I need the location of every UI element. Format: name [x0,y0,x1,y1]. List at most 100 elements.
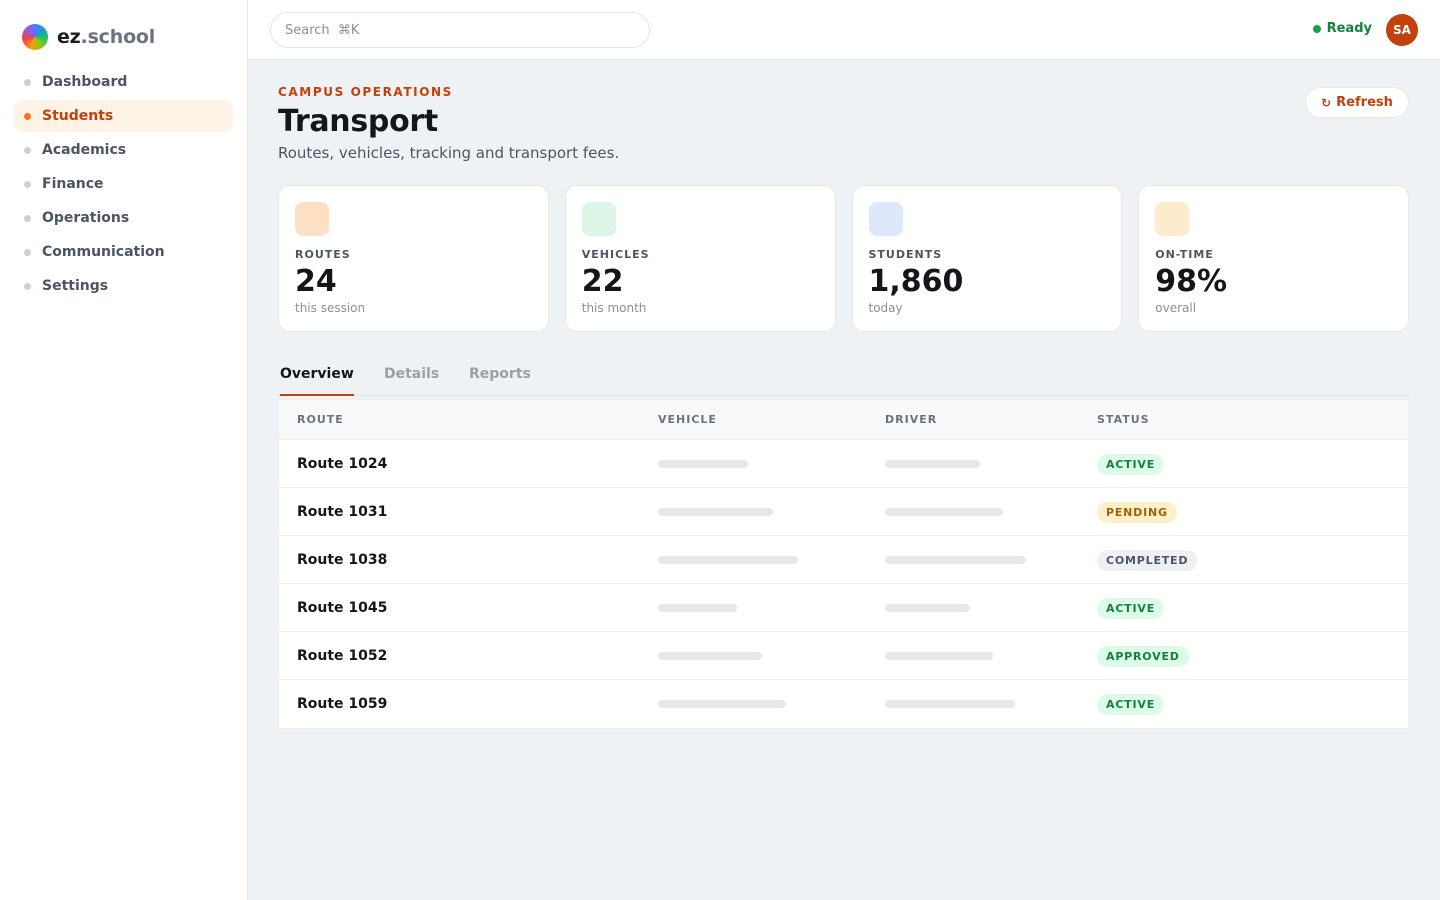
search-input[interactable] [270,12,650,48]
stat-label: ON-TIME [1155,248,1214,261]
status-badge: PENDING [1097,502,1177,523]
sidebar-item-label: Communication [42,244,165,260]
tab-bar: Overview Details Reports [278,362,1409,396]
driver-placeholder [885,604,970,612]
column-header-driver[interactable]: DRIVER [885,413,938,426]
route-name: Route 1038 [297,552,388,568]
topbar: Ready SA [248,0,1440,60]
column-header-vehicle[interactable]: VEHICLE [658,413,717,426]
vehicle-placeholder [658,460,748,468]
route-name: Route 1059 [297,696,388,712]
sidebar-item-finance[interactable]: Finance [14,168,233,200]
driver-placeholder [885,508,1003,516]
bullet-icon [24,282,31,290]
bullet-icon [24,146,31,154]
sidebar-item-communication[interactable]: Communication [14,236,233,268]
routes-icon [295,202,329,236]
driver-placeholder [885,700,1015,708]
on-time-icon [1155,202,1190,236]
stat-sub: this month [581,301,647,315]
page-title: Transport [278,104,438,139]
table-row[interactable]: Route 1024 ACTIVE [279,440,1408,488]
route-name: Route 1052 [297,648,388,664]
stat-label: VEHICLES [581,248,650,261]
status-dot-icon [1312,24,1321,33]
brand-name: ez.school [57,26,155,48]
vehicle-placeholder [658,652,762,660]
sidebar-nav: Dashboard Students Academics Finance Ope… [14,66,233,304]
stat-card-routes: ROUTES 24 this session [278,185,549,332]
stat-sub: this session [295,301,366,315]
bullet-icon [24,214,31,222]
sidebar-item-settings[interactable]: Settings [14,270,233,302]
vehicle-placeholder [658,604,737,612]
brand-name-main: ez [57,26,81,48]
stat-sub: today [868,301,903,315]
bullet-icon [24,112,31,120]
stat-label: STUDENTS [868,248,943,261]
status-badge: ACTIVE [1097,454,1165,475]
page-eyebrow: CAMPUS OPERATIONS [278,85,453,99]
tab-reports[interactable]: Reports [469,366,531,382]
sidebar-item-label: Students [42,108,114,124]
table-row[interactable]: Route 1045 ACTIVE [279,584,1408,632]
table-row[interactable]: Route 1059 ACTIVE [279,680,1408,728]
vehicle-placeholder [658,556,798,564]
refresh-button[interactable]: ↻ Refresh [1305,87,1409,118]
brand[interactable]: ez.school [22,24,155,50]
column-header-route[interactable]: ROUTE [297,413,344,426]
sidebar-item-label: Settings [42,278,109,294]
refresh-icon: ↻ [1321,95,1332,110]
bullet-icon [24,180,31,188]
sidebar-item-students[interactable]: Students [14,100,233,132]
column-header-status[interactable]: STATUS [1097,413,1150,426]
sidebar-item-academics[interactable]: Academics [14,134,233,166]
page-subtitle: Routes, vehicles, tracking and transport… [278,144,620,162]
refresh-label: Refresh [1336,95,1393,110]
sidebar-item-label: Finance [42,176,104,192]
sidebar-item-label: Academics [42,142,127,158]
status-text: Ready [1326,21,1372,36]
stat-value: 22 [581,264,624,299]
route-name: Route 1024 [297,456,388,472]
table-row[interactable]: Route 1052 APPROVED [279,632,1408,680]
status-badge: ACTIVE [1097,598,1165,619]
stat-sub: overall [1155,301,1197,315]
status-badge: COMPLETED [1097,550,1198,571]
sidebar-item-dashboard[interactable]: Dashboard [14,66,233,98]
students-icon [868,202,903,236]
route-name: Route 1045 [297,600,388,616]
vehicle-placeholder [658,508,773,516]
avatar[interactable]: SA [1386,14,1418,46]
stat-card-vehicles: VEHICLES 22 this month [564,185,836,332]
stat-card-students: STUDENTS 1,860 today [851,185,1123,332]
tab-overview[interactable]: Overview [280,366,354,396]
brand-logo-icon [22,24,48,50]
sidebar-item-label: Dashboard [42,74,128,90]
stat-card-on-time: ON-TIME 98% overall [1138,185,1409,332]
bullet-icon [24,248,31,256]
sidebar: ez.school Dashboard Students Academics F… [0,0,248,900]
status-badge: ACTIVE [1097,694,1165,715]
table-row[interactable]: Route 1031 PENDING [279,488,1408,536]
brand-name-suffix: .school [80,26,156,48]
routes-table: ROUTE VEHICLE DRIVER STATUS Route 1024 A… [278,399,1409,729]
stat-cards: ROUTES 24 this session VEHICLES 22 this … [278,185,1409,332]
driver-placeholder [885,556,1026,564]
tab-details[interactable]: Details [384,366,440,382]
vehicles-icon [581,202,616,236]
table-header: ROUTE VEHICLE DRIVER STATUS [279,400,1408,440]
driver-placeholder [885,460,980,468]
sidebar-item-label: Operations [42,210,130,226]
stat-value: 98% [1155,264,1228,299]
stat-label: ROUTES [295,248,351,261]
stat-value: 24 [295,264,337,299]
vehicle-placeholder [658,700,786,708]
driver-placeholder [885,652,993,660]
bullet-icon [24,78,31,86]
sidebar-item-operations[interactable]: Operations [14,202,233,234]
table-row[interactable]: Route 1038 COMPLETED [279,536,1408,584]
stat-value: 1,860 [868,264,964,299]
status-indicator: Ready [1312,21,1372,36]
route-name: Route 1031 [297,504,388,520]
